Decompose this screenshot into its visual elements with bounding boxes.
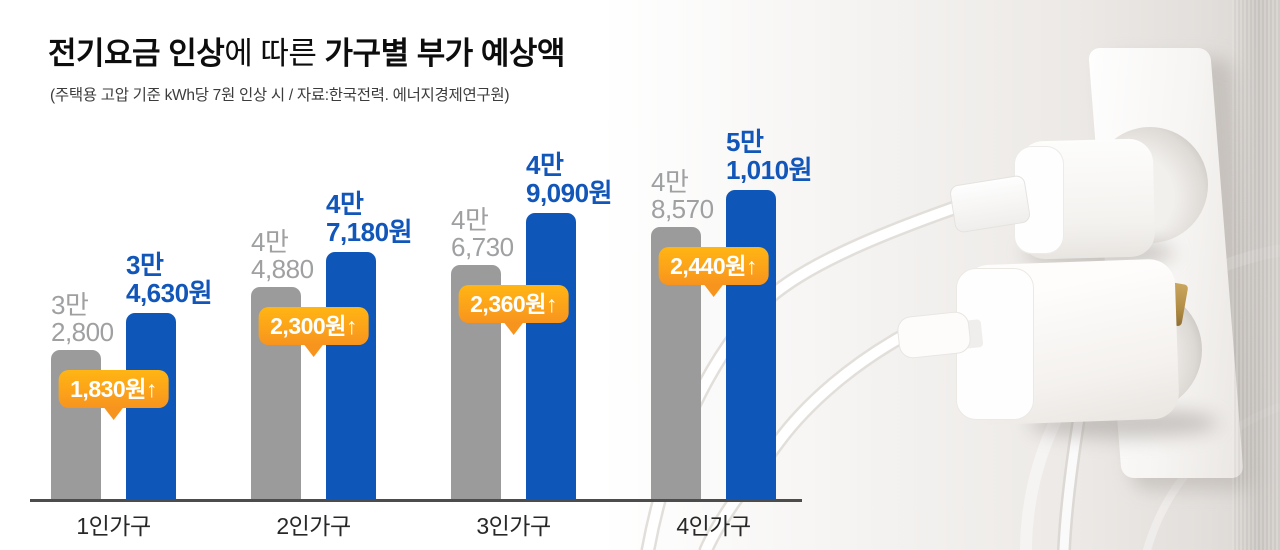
title-regular: 에 따른 <box>224 36 325 71</box>
increase-badge-label: 2,440원↑ <box>658 247 769 285</box>
value-label-before-2: 4만 4,880 <box>251 229 314 283</box>
value-line: 4만 <box>326 189 364 219</box>
increase-badge-label: 1,830원↑ <box>58 370 169 408</box>
value-line: 2,800 <box>51 317 114 347</box>
value-label-before-3: 4만 6,730 <box>451 207 514 261</box>
value-line: 6,730 <box>451 232 514 262</box>
category-label-4: 4인가구 <box>676 513 751 539</box>
value-line: 4만 <box>526 150 564 180</box>
increase-badge-3: 2,360원↑ <box>458 285 569 335</box>
increase-badge-2: 2,300원↑ <box>258 307 369 357</box>
value-line: 1,010원 <box>726 155 812 185</box>
category-label-3: 3인가구 <box>476 513 551 539</box>
value-line: 5만 <box>726 127 764 157</box>
value-line: 7,180원 <box>326 217 412 247</box>
x-axis-baseline <box>30 499 802 502</box>
category-label-1: 1인가구 <box>76 513 151 539</box>
increase-badge-1: 1,830원↑ <box>58 370 169 420</box>
badge-tail <box>703 284 724 297</box>
value-label-after-3: 4만 9,090원 <box>526 151 612 207</box>
badge-tail <box>103 407 124 420</box>
page-title: 전기요금 인상에 따른 가구별 부가 예상액 <box>48 34 565 74</box>
curtain-edge <box>1232 0 1280 550</box>
value-line: 8,570 <box>651 194 714 224</box>
badge-tail <box>303 344 324 357</box>
value-line: 4,630원 <box>126 278 212 308</box>
value-label-after-2: 4만 7,180원 <box>326 190 412 246</box>
title-emphasis-right: 가구별 부가 예상액 <box>324 36 566 71</box>
badge-tail <box>503 322 524 335</box>
value-label-after-4: 5만 1,010원 <box>726 128 812 184</box>
increase-badge-label: 2,360원↑ <box>458 285 569 323</box>
value-line: 4만 <box>451 205 489 235</box>
bar-after-3 <box>526 213 576 500</box>
title-emphasis-left: 전기요금 인상 <box>48 36 225 71</box>
value-line: 9,090원 <box>526 178 612 208</box>
value-label-before-4: 4만 8,570 <box>651 169 714 223</box>
increase-badge-4: 2,440원↑ <box>658 247 769 297</box>
infographic-header: 전기요금 인상에 따른 가구별 부가 예상액 (주택용 고압 기준 kWh당 7… <box>48 34 565 105</box>
category-label-2: 2인가구 <box>276 513 351 539</box>
value-line: 3만 <box>51 290 89 320</box>
bar-after-2 <box>326 252 376 500</box>
value-line: 4만 <box>251 227 289 257</box>
value-label-after-1: 3만 4,630원 <box>126 251 212 307</box>
chart-source-note: (주택용 고압 기준 kWh당 7원 인상 시 / 자료:한국전력. 에너지경제… <box>50 87 510 104</box>
value-label-before-1: 3만 2,800 <box>51 292 114 346</box>
value-line: 4만 <box>651 167 689 197</box>
bar-after-4 <box>726 190 776 500</box>
value-line: 4,880 <box>251 254 314 284</box>
increase-badge-label: 2,300원↑ <box>258 307 369 345</box>
value-line: 3만 <box>126 250 164 280</box>
